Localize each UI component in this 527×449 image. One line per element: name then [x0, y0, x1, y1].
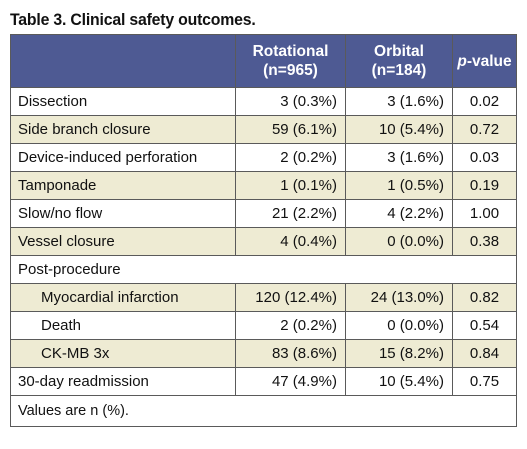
p-value: 0.19 [452, 171, 517, 200]
table-row: 30-day readmission 47 (4.9%) 10 (5.4%) 0… [10, 367, 517, 396]
header-rotational-n: (n=965) [263, 62, 318, 79]
p-value: 0.02 [452, 87, 517, 116]
table-row: Side branch closure 59 (6.1%) 10 (5.4%) … [10, 115, 517, 144]
row-label: Death [10, 311, 236, 340]
p-value: 0.38 [452, 227, 517, 256]
rotational-value: 59 (6.1%) [235, 115, 346, 144]
table-row: Death 2 (0.2%) 0 (0.0%) 0.54 [10, 311, 517, 340]
p-value: 0.82 [452, 283, 517, 312]
rotational-value: 21 (2.2%) [235, 199, 346, 228]
p-value: 0.72 [452, 115, 517, 144]
header-p-value: p-value [452, 34, 517, 88]
rotational-value: 47 (4.9%) [235, 367, 346, 396]
orbital-value: 0 (0.0%) [345, 227, 453, 256]
footnote-row: Values are n (%). [10, 395, 517, 427]
table-row: Slow/no flow 21 (2.2%) 4 (2.2%) 1.00 [10, 199, 517, 228]
orbital-value: 24 (13.0%) [345, 283, 453, 312]
header-orbital: Orbital (n=184) [345, 34, 453, 88]
p-value: 0.54 [452, 311, 517, 340]
header-orbital-name: Orbital [374, 43, 424, 60]
rotational-value: 120 (12.4%) [235, 283, 346, 312]
orbital-value: 0 (0.0%) [345, 311, 453, 340]
rotational-value: 3 (0.3%) [235, 87, 346, 116]
header-orbital-n: (n=184) [371, 62, 427, 79]
row-label: Slow/no flow [10, 199, 236, 228]
orbital-value: 10 (5.4%) [345, 115, 453, 144]
header-blank-cell [10, 34, 236, 88]
row-label: Myocardial infarction [10, 283, 236, 312]
row-label: Side branch closure [10, 115, 236, 144]
table-row: Tamponade 1 (0.1%) 1 (0.5%) 0.19 [10, 171, 517, 200]
orbital-value: 1 (0.5%) [345, 171, 453, 200]
header-rotational-name: Rotational [252, 43, 329, 60]
orbital-value: 10 (5.4%) [345, 367, 453, 396]
rotational-value: 1 (0.1%) [235, 171, 346, 200]
rotational-value: 4 (0.4%) [235, 227, 346, 256]
rotational-value: 2 (0.2%) [235, 143, 346, 172]
orbital-value: 3 (1.6%) [345, 143, 453, 172]
table-row: Dissection 3 (0.3%) 3 (1.6%) 0.02 [10, 87, 517, 116]
header-rotational: Rotational (n=965) [235, 34, 346, 88]
row-label: 30-day readmission [10, 367, 236, 396]
footnote: Values are n (%). [10, 395, 517, 427]
orbital-value: 4 (2.2%) [345, 199, 453, 228]
row-label: Vessel closure [10, 227, 236, 256]
row-label: Dissection [10, 87, 236, 116]
header-p-italic: p [457, 52, 467, 70]
table-row: Vessel closure 4 (0.4%) 0 (0.0%) 0.38 [10, 227, 517, 256]
table-row: Myocardial infarction 120 (12.4%) 24 (13… [10, 283, 517, 312]
rotational-value: 2 (0.2%) [235, 311, 346, 340]
section-row: Post-procedure [10, 255, 517, 284]
table-title: Table 3. Clinical safety outcomes. [10, 10, 256, 29]
p-value: 0.75 [452, 367, 517, 396]
safety-outcomes-table: Rotational (n=965) Orbital (n=184) p-val… [10, 34, 517, 427]
p-value: 0.03 [452, 143, 517, 172]
p-value: 1.00 [452, 199, 517, 228]
header-p-rest: -value [466, 52, 512, 70]
table-container: Table 3. Clinical safety outcomes. Rotat… [10, 6, 517, 427]
rotational-value: 83 (8.6%) [235, 339, 346, 368]
table-row: Device-induced perforation 2 (0.2%) 3 (1… [10, 143, 517, 172]
section-label: Post-procedure [10, 255, 517, 284]
row-label: Tamponade [10, 171, 236, 200]
row-label: CK-MB 3x [10, 339, 236, 368]
orbital-value: 15 (8.2%) [345, 339, 453, 368]
orbital-value: 3 (1.6%) [345, 87, 453, 116]
table-row: CK-MB 3x 83 (8.6%) 15 (8.2%) 0.84 [10, 339, 517, 368]
p-value: 0.84 [452, 339, 517, 368]
row-label: Device-induced perforation [10, 143, 236, 172]
header-row: Rotational (n=965) Orbital (n=184) p-val… [10, 34, 517, 88]
